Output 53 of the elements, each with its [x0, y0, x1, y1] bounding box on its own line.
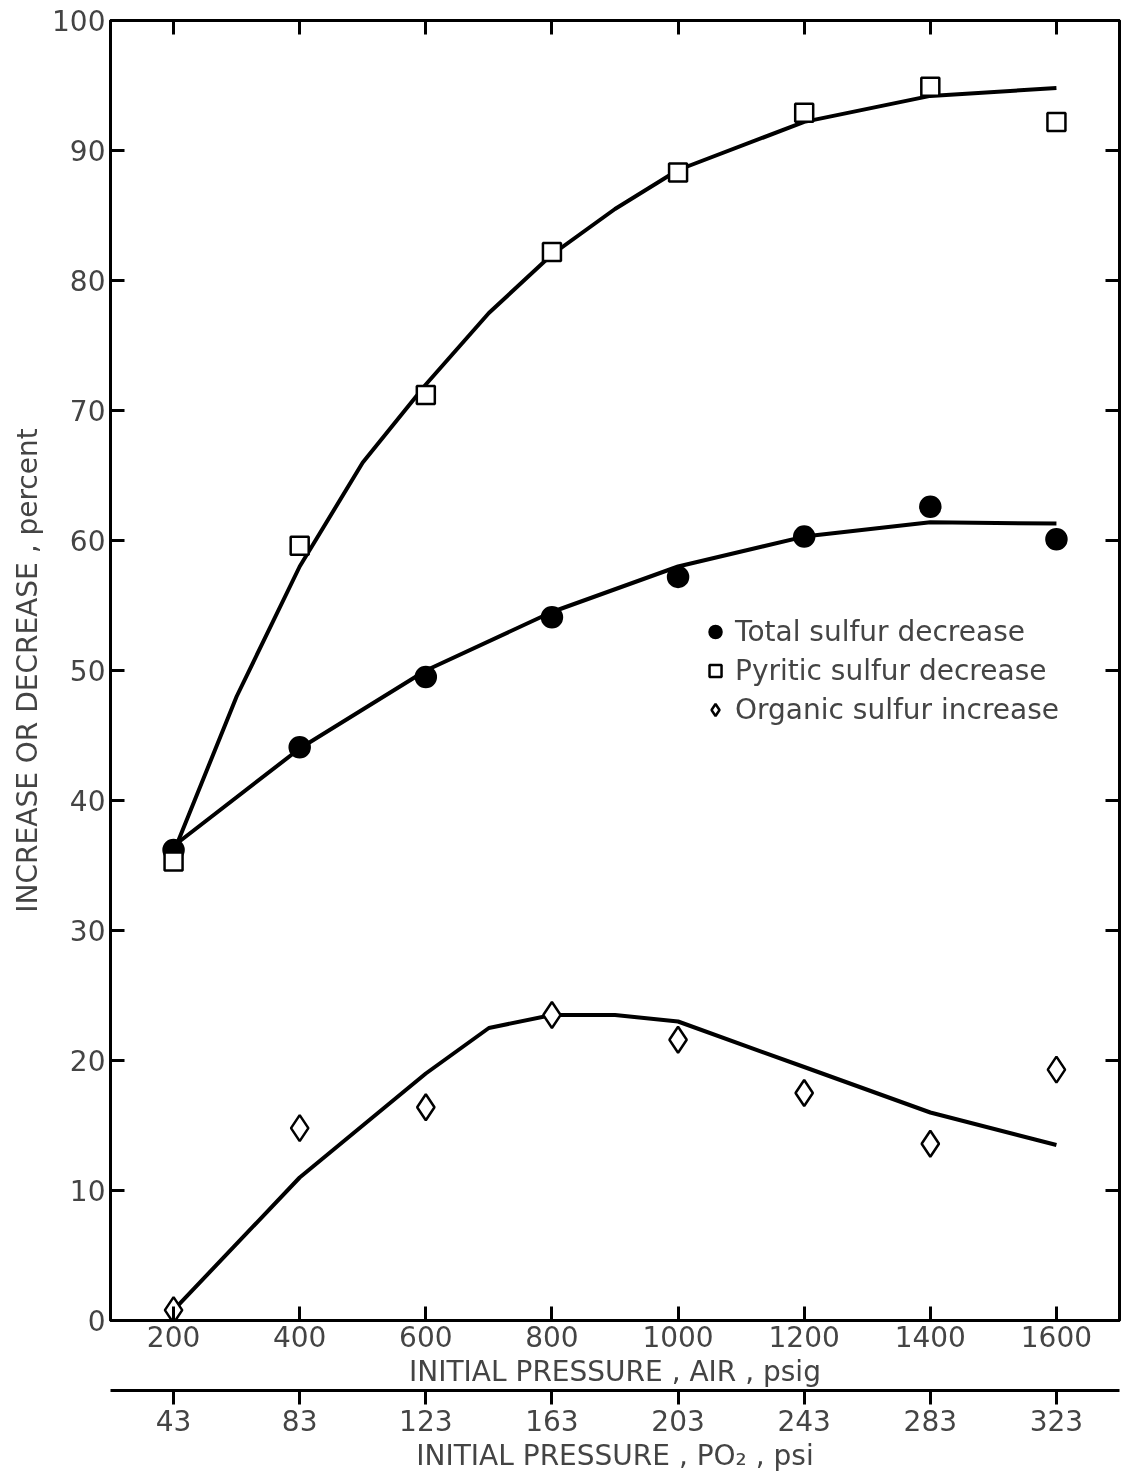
point [1045, 527, 1068, 551]
x-axis-title: INITIAL PRESSURE , AIR , psig [409, 1354, 821, 1388]
x-tick-label: 1600 [1020, 1320, 1093, 1354]
point [1046, 1055, 1067, 1084]
x2-tick-label: 163 [525, 1404, 579, 1438]
point [667, 162, 689, 183]
x-tick-label: 1000 [642, 1320, 714, 1354]
point [541, 241, 563, 263]
x2-tick-label: 283 [903, 1404, 958, 1438]
y-tick-label: 60 [69, 525, 106, 558]
y-tick-label: 100 [52, 5, 106, 38]
y-tick-label: 50 [69, 655, 106, 688]
x-tick-label: 1400 [894, 1320, 966, 1354]
point [792, 525, 816, 548]
point [289, 535, 310, 556]
point [163, 1295, 184, 1321]
x2-tick-label: 123 [399, 1404, 453, 1438]
x-tick-label: 400 [272, 1320, 327, 1354]
point [163, 851, 184, 872]
x2-tick-label: 323 [1029, 1404, 1084, 1438]
point [793, 102, 815, 124]
point [288, 735, 311, 759]
x2-axis-title: INITIAL PRESSURE , PO₂ , psi [416, 1438, 814, 1472]
x2-tick-label: 43 [155, 1404, 192, 1438]
point [794, 1078, 815, 1108]
x-tick-label: 800 [525, 1320, 579, 1354]
x2-tick-label: 83 [281, 1404, 318, 1438]
y-tick-label: 0 [87, 1305, 106, 1338]
y-tick-label: 30 [69, 915, 106, 948]
point [666, 565, 690, 589]
point [1046, 111, 1067, 133]
y-tick-label: 90 [69, 135, 106, 168]
point [415, 384, 437, 406]
point [920, 1129, 941, 1158]
y-tick-label: 70 [69, 395, 106, 428]
point [415, 1093, 436, 1122]
y-tick-label: 40 [69, 785, 106, 818]
y-axis-title: INCREASE OR DECREASE , percent [11, 428, 45, 913]
point [289, 1113, 310, 1143]
legend-label: Total sulfur decrease [735, 614, 1025, 648]
x-tick-label: 200 [146, 1320, 201, 1354]
point [414, 665, 438, 689]
x2-tick-label: 203 [651, 1404, 705, 1438]
y-tick-label: 20 [69, 1045, 106, 1078]
x2-tick-label: 243 [777, 1404, 831, 1438]
y-tick-label: 80 [69, 265, 106, 298]
legend-label: Organic sulfur increase [735, 692, 1059, 726]
point [540, 605, 564, 629]
point [919, 495, 942, 518]
x-tick-label: 1200 [768, 1320, 840, 1354]
legend-label: Pyritic sulfur decrease [735, 653, 1047, 687]
y-tick-label: 10 [69, 1175, 106, 1208]
x-tick-label: 600 [399, 1320, 453, 1354]
